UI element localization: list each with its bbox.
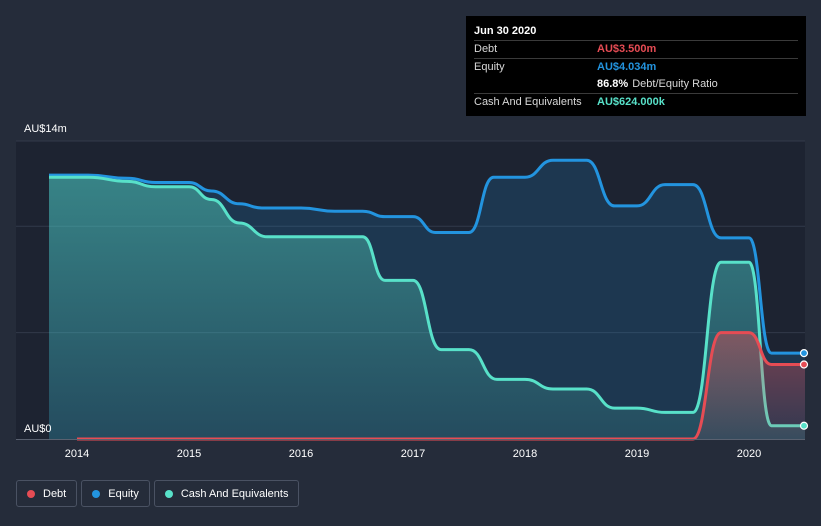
x-tick-2019: 2019 — [625, 448, 649, 460]
legend: Debt Equity Cash And Equivalents — [16, 480, 303, 507]
legend-item-debt[interactable]: Debt — [16, 480, 78, 507]
debt-area — [77, 332, 805, 439]
legend-dot-cash — [164, 489, 173, 498]
tooltip-equity-value: AU$4.034m — [597, 61, 657, 73]
legend-item-equity[interactable]: Equity — [81, 480, 150, 507]
x-tick-2020: 2020 — [737, 448, 761, 460]
tooltip-debt-row: Debt AU$3.500m — [474, 40, 798, 58]
cash-line — [49, 175, 805, 428]
x-tick-2014: 2014 — [65, 448, 89, 460]
equity-line — [48, 158, 805, 355]
tooltip: Jun 30 2020 Debt AU$3.500m Equity AU$4.0… — [466, 16, 806, 116]
tooltip-debt-label: Debt — [474, 43, 498, 55]
legend-dot-debt — [27, 489, 35, 498]
cash-area — [49, 177, 805, 439]
tooltip-date: Jun 30 2020 — [474, 25, 537, 37]
tooltip-ratio-row: 86.8% Debt/Equity Ratio — [474, 76, 798, 93]
tooltip-equity-row: Equity AU$4.034m — [474, 58, 798, 76]
x-tick-2015: 2015 — [177, 448, 201, 460]
tooltip-cash-row: Cash And Equivalents AU$624.000k — [474, 93, 798, 111]
legend-label-equity: Equity — [108, 487, 139, 500]
equity-end-marker — [799, 349, 809, 358]
cash-end-marker — [799, 421, 809, 430]
legend-label-debt: Debt — [43, 487, 67, 500]
y-axis-bottom-label: AU$0 — [24, 423, 52, 435]
debt-end-marker — [799, 360, 809, 369]
y-axis-top-label: AU$14m — [24, 123, 67, 135]
x-tick-2016: 2016 — [289, 448, 313, 460]
tooltip-cash-value: AU$624.000k — [597, 96, 665, 108]
x-axis-ticks: 2014 2015 2016 2017 2018 2019 2020 — [65, 448, 761, 460]
legend-label-cash: Cash And Equivalents — [180, 487, 289, 500]
tooltip-debt-value: AU$3.500m — [597, 43, 657, 55]
legend-item-cash[interactable]: Cash And Equivalents — [153, 480, 300, 507]
tooltip-cash-label: Cash And Equivalents — [474, 96, 582, 108]
legend-dot-equity — [92, 489, 101, 498]
tooltip-ratio-value: 86.8% — [597, 78, 629, 90]
tooltip-ratio-label: Debt/Equity Ratio — [632, 78, 718, 90]
x-tick-2018: 2018 — [513, 448, 537, 460]
x-tick-2017: 2017 — [401, 448, 425, 460]
tooltip-equity-label: Equity — [474, 61, 505, 73]
end-markers — [799, 349, 809, 430]
